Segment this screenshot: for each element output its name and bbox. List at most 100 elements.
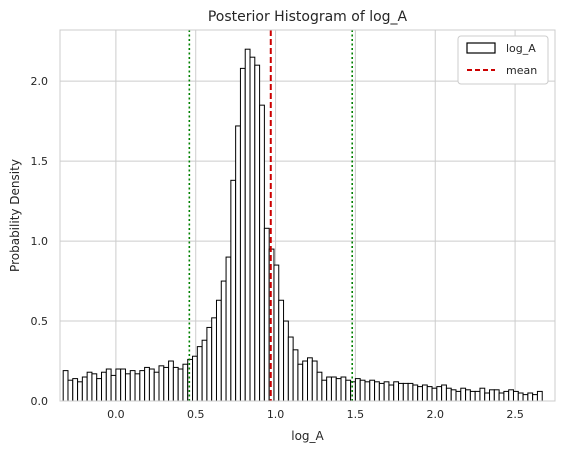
histogram-bar (297, 363, 304, 402)
y-tick-labels: 0.0 0.5 1.0 1.5 2.0 (31, 75, 49, 408)
histogram-bar (263, 227, 270, 402)
histogram-bar (268, 248, 275, 402)
x-tick-label: 0.0 (107, 408, 125, 421)
histogram-bar (273, 264, 280, 402)
x-tick-label: 1.5 (347, 408, 365, 421)
chart-title: Posterior Histogram of log_A (208, 9, 408, 25)
histogram-bar (239, 67, 246, 402)
histogram-bar (77, 381, 83, 402)
histogram-bar (393, 381, 400, 402)
histogram-bar (532, 394, 538, 402)
histogram-bar (469, 390, 476, 402)
histogram-bar (441, 384, 447, 402)
histogram-bar (220, 280, 227, 402)
legend-label-log-a: log_A (506, 42, 536, 55)
histogram-bar (259, 104, 265, 402)
y-tick-label: 1.5 (31, 155, 49, 168)
histogram-bar (359, 379, 366, 402)
histogram-bar (230, 179, 237, 402)
histogram-bar (522, 394, 529, 402)
histogram-bar (110, 374, 117, 402)
histogram-bar (402, 382, 409, 402)
histogram-bar (489, 389, 495, 402)
legend: log_A mean (457, 35, 549, 85)
histogram-bar (139, 370, 146, 402)
histogram-bar (211, 317, 217, 402)
histogram-bar (417, 386, 423, 402)
y-tick-label: 1.0 (31, 235, 49, 248)
histogram-bar (378, 382, 385, 402)
histogram-bar (512, 390, 519, 402)
histogram-bar (244, 48, 251, 402)
histogram-bar (153, 371, 160, 402)
histogram-bar (527, 392, 534, 402)
histogram-bar (508, 389, 514, 402)
histogram-bar (498, 392, 505, 402)
legend-swatch-log-a (466, 42, 496, 54)
histogram-bars (62, 48, 543, 402)
plot-frame (59, 29, 556, 402)
x-axis-label: log_A (291, 429, 324, 443)
x-tick-label: 0.5 (187, 408, 205, 421)
histogram-bar (455, 390, 462, 402)
histogram-bar (158, 365, 165, 402)
histogram-bar (321, 379, 328, 402)
histogram-bar (302, 360, 309, 402)
histogram-bar (354, 378, 361, 402)
histogram-bar (369, 379, 376, 402)
histogram-bar (96, 378, 103, 402)
x-tick-labels: 0.0 0.5 1.0 1.5 2.0 2.5 (107, 408, 524, 421)
histogram-bar (436, 386, 443, 402)
histogram-bar (62, 370, 69, 402)
histogram-bar (445, 387, 452, 402)
histogram-bar (345, 379, 352, 402)
histogram-bar (330, 376, 337, 402)
histogram-bar (517, 392, 524, 402)
histogram-bar (316, 371, 323, 402)
histogram-bar (479, 387, 486, 402)
histogram-bar (120, 368, 126, 402)
histogram-bar (407, 382, 414, 402)
legend-label-mean: mean (506, 64, 537, 77)
x-tick-label: 1.0 (267, 408, 285, 421)
histogram-bar (67, 379, 74, 402)
histogram-bar (484, 392, 491, 402)
histogram-bar (101, 371, 107, 402)
histogram-bar (144, 366, 150, 402)
histogram-bar (225, 256, 232, 402)
y-tick-label: 0.0 (31, 395, 49, 408)
histogram-bar (124, 373, 131, 402)
histogram-bar (340, 376, 347, 402)
reference-lines (188, 30, 354, 401)
histogram-bar (374, 381, 380, 402)
histogram-bar (129, 370, 136, 402)
histogram-bar (287, 336, 294, 402)
histogram-bar (192, 355, 198, 402)
histogram-bar (81, 376, 88, 402)
histogram-bar (172, 366, 179, 402)
histogram-bar (426, 386, 433, 402)
histogram-bar (283, 320, 289, 402)
histogram-bar (383, 381, 390, 402)
histogram-bar (254, 64, 261, 402)
y-tick-label: 0.5 (31, 315, 49, 328)
histogram-bar (168, 360, 174, 402)
histogram-bar (134, 373, 141, 402)
y-tick-label: 2.0 (31, 75, 49, 88)
histogram-bar (307, 357, 313, 402)
y-axis-label: Probability Density (8, 159, 22, 272)
histogram-bar (398, 382, 404, 402)
histogram-bar (311, 360, 318, 402)
histogram-bar (201, 339, 208, 402)
histogram-bar (503, 390, 510, 402)
histogram-bar (182, 363, 189, 402)
x-tick-label: 2.0 (426, 408, 444, 421)
histogram-bar (474, 390, 481, 402)
histogram-bar (72, 378, 79, 402)
histogram-bar (388, 384, 395, 402)
histogram-bar (206, 326, 213, 402)
histogram-bar (115, 368, 122, 402)
gridlines (60, 30, 555, 402)
histogram-bar (177, 368, 184, 402)
